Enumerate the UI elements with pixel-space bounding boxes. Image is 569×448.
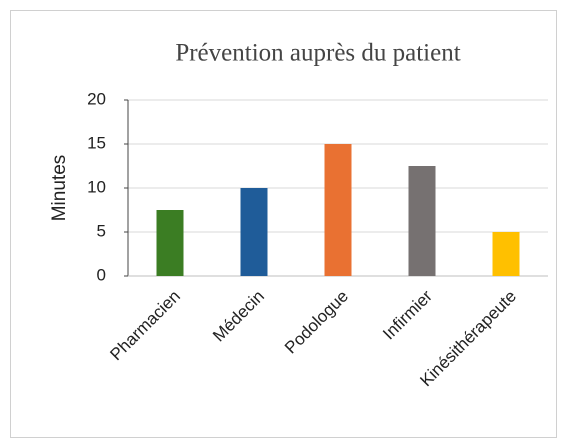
y-axis-label: Minutes	[49, 155, 70, 222]
chart-border	[10, 10, 557, 438]
bar	[492, 232, 520, 276]
y-tick-label: 15	[87, 133, 106, 152]
bar	[324, 144, 352, 276]
y-tick-label: 5	[97, 221, 106, 240]
chart-title: Prévention auprès du patient	[175, 40, 460, 67]
y-tick-label: 10	[87, 177, 106, 196]
y-tick-label: 0	[97, 265, 106, 284]
bar	[156, 210, 184, 276]
y-tick-label: 20	[87, 89, 106, 108]
bar	[240, 188, 268, 276]
bar	[408, 166, 436, 276]
